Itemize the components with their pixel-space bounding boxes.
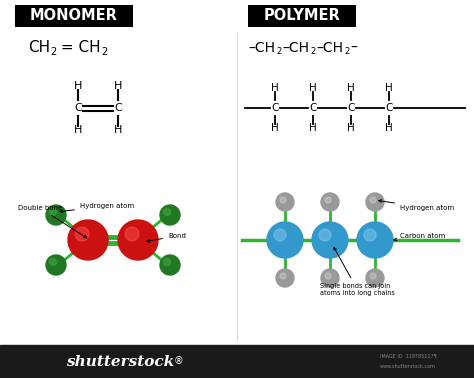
Text: 2: 2 <box>344 48 349 56</box>
Circle shape <box>118 220 158 260</box>
Text: Bond: Bond <box>147 233 186 242</box>
Text: H: H <box>385 123 393 133</box>
Text: H: H <box>114 125 122 135</box>
Text: C: C <box>310 103 317 113</box>
Bar <box>0 345 474 378</box>
Text: 2: 2 <box>276 48 282 56</box>
Text: C: C <box>74 103 82 113</box>
Circle shape <box>164 259 171 265</box>
Text: H: H <box>309 123 317 133</box>
Circle shape <box>364 229 376 241</box>
Text: H: H <box>114 81 122 91</box>
Circle shape <box>370 273 376 279</box>
Text: H: H <box>347 123 355 133</box>
Circle shape <box>164 209 171 215</box>
Circle shape <box>319 229 331 241</box>
Circle shape <box>321 269 339 287</box>
Circle shape <box>125 227 139 241</box>
Text: H: H <box>347 83 355 93</box>
Circle shape <box>366 269 384 287</box>
Circle shape <box>280 197 286 203</box>
Text: IMAGE ID  119785117¶: IMAGE ID 119785117¶ <box>380 354 437 359</box>
Text: 2: 2 <box>101 47 107 57</box>
Text: –CH: –CH <box>248 41 275 55</box>
Text: Single bonds can join
atoms into long chains: Single bonds can join atoms into long ch… <box>320 247 395 296</box>
Text: ®: ® <box>174 356 184 367</box>
Circle shape <box>75 227 89 241</box>
Text: C: C <box>271 103 279 113</box>
Circle shape <box>312 222 348 258</box>
Text: MONOMER: MONOMER <box>30 8 118 23</box>
Text: H: H <box>385 83 393 93</box>
Bar <box>15 5 133 27</box>
Text: –CH: –CH <box>316 41 343 55</box>
Circle shape <box>274 229 286 241</box>
Text: POLYMER: POLYMER <box>264 8 340 23</box>
Text: H: H <box>271 83 279 93</box>
Circle shape <box>68 220 108 260</box>
Circle shape <box>46 255 66 275</box>
Text: H: H <box>309 83 317 93</box>
Circle shape <box>325 197 331 203</box>
Text: = CH: = CH <box>56 40 100 56</box>
Circle shape <box>276 193 294 211</box>
Circle shape <box>49 259 56 265</box>
Text: C: C <box>114 103 122 113</box>
Text: H: H <box>271 123 279 133</box>
Text: 2: 2 <box>310 48 315 56</box>
Circle shape <box>325 273 331 279</box>
Text: Double bone: Double bone <box>18 205 87 238</box>
Text: C: C <box>347 103 355 113</box>
Text: www.shutterstock.com: www.shutterstock.com <box>380 364 436 369</box>
Circle shape <box>267 222 303 258</box>
Circle shape <box>276 269 294 287</box>
Text: Hydrogen atom: Hydrogen atom <box>60 203 134 212</box>
Circle shape <box>357 222 393 258</box>
Text: CH: CH <box>28 40 50 56</box>
Text: H: H <box>74 125 82 135</box>
Circle shape <box>370 197 376 203</box>
Text: Carbon atom: Carbon atom <box>394 233 445 241</box>
Circle shape <box>160 255 180 275</box>
Text: H: H <box>74 81 82 91</box>
Text: 2: 2 <box>50 47 56 57</box>
Circle shape <box>366 193 384 211</box>
Text: C: C <box>385 103 392 113</box>
Text: Hydrogen atom: Hydrogen atom <box>379 200 454 211</box>
Circle shape <box>49 209 56 215</box>
Text: –CH: –CH <box>282 41 309 55</box>
Circle shape <box>160 205 180 225</box>
Circle shape <box>46 205 66 225</box>
Text: shutterstock: shutterstock <box>66 355 174 369</box>
Text: –: – <box>350 41 357 55</box>
Bar <box>248 5 356 27</box>
Circle shape <box>321 193 339 211</box>
Circle shape <box>280 273 286 279</box>
